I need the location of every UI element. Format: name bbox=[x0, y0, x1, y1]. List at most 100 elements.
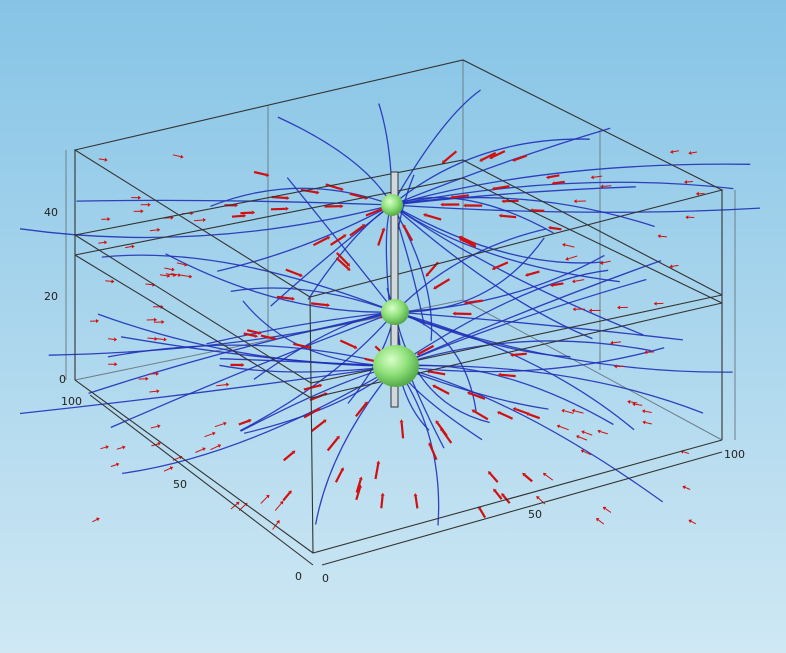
field-arrow bbox=[303, 384, 320, 391]
field-arrow-head bbox=[317, 407, 321, 412]
field-line bbox=[286, 177, 396, 313]
field-arrow-head bbox=[266, 173, 270, 177]
field-arrow bbox=[172, 456, 180, 461]
field-arrow-head bbox=[346, 262, 351, 267]
field-arrow-head bbox=[354, 345, 358, 349]
field-arrow-head bbox=[217, 444, 222, 448]
field-arrow-head bbox=[140, 209, 144, 214]
field-arrow-head bbox=[358, 476, 363, 481]
field-arrow-head bbox=[498, 213, 502, 218]
field-arrow-head bbox=[163, 337, 167, 342]
field-line bbox=[394, 237, 545, 313]
field-arrow bbox=[339, 339, 356, 349]
field-line bbox=[19, 204, 393, 239]
field-arrow-head bbox=[551, 181, 555, 186]
field-arrow-head bbox=[171, 267, 175, 272]
field-arrow-head bbox=[326, 236, 331, 240]
field-arrow bbox=[326, 437, 339, 452]
field-arrow-head bbox=[510, 353, 514, 357]
field-arrow-head bbox=[458, 237, 463, 242]
field-arrow-head bbox=[402, 224, 406, 228]
field-arrow-head bbox=[536, 496, 540, 500]
field-arrow-head bbox=[463, 203, 467, 208]
field-arrow bbox=[231, 214, 244, 218]
field-arrow-head bbox=[642, 420, 646, 425]
field-arrow-head bbox=[346, 267, 351, 271]
field-arrow bbox=[514, 154, 528, 161]
field-arrow-head bbox=[153, 317, 157, 322]
field-arrow-head bbox=[432, 384, 436, 389]
field-arrow bbox=[193, 219, 204, 222]
field-line bbox=[395, 340, 652, 367]
field-line bbox=[239, 311, 396, 432]
field-arrow bbox=[478, 508, 487, 519]
field-arrow bbox=[312, 236, 329, 247]
field-arrow bbox=[597, 519, 605, 525]
field-arrow-head bbox=[336, 435, 340, 440]
field-arrow bbox=[443, 150, 458, 163]
field-arrow bbox=[145, 283, 153, 286]
field-arrow bbox=[107, 338, 115, 340]
field-arrow-head bbox=[572, 307, 576, 312]
field-line bbox=[88, 311, 396, 395]
field-arrow bbox=[683, 451, 690, 454]
field-arrow bbox=[98, 158, 105, 161]
field-arrow-head bbox=[632, 402, 636, 407]
field-arrow bbox=[434, 385, 450, 395]
field-arrow-head bbox=[548, 225, 552, 230]
field-arrow bbox=[165, 273, 174, 276]
field-line bbox=[391, 204, 644, 336]
field-arrow-head bbox=[653, 301, 657, 306]
field-arrow bbox=[436, 422, 448, 437]
field-arrow-head bbox=[599, 261, 604, 265]
field-arrow-head bbox=[525, 412, 530, 416]
field-arrow bbox=[690, 520, 697, 525]
field-line bbox=[391, 89, 481, 206]
field-arrow-head bbox=[522, 472, 526, 477]
field-arrow bbox=[156, 338, 164, 340]
field-arrow-head bbox=[688, 519, 692, 524]
field-line bbox=[19, 365, 397, 415]
field-arrow-head bbox=[610, 340, 614, 345]
field-arrow-head bbox=[212, 431, 216, 436]
field-arrow bbox=[240, 211, 253, 215]
field-arrow-head bbox=[235, 501, 240, 506]
field-arrow bbox=[593, 175, 603, 178]
field-arrow-head bbox=[684, 180, 688, 184]
field-arrow-head bbox=[285, 206, 289, 211]
field-arrow bbox=[110, 464, 117, 467]
field-line bbox=[394, 228, 547, 313]
field-arrow-head bbox=[276, 520, 280, 524]
field-arrow bbox=[512, 352, 527, 357]
field-arrow bbox=[425, 214, 442, 221]
field-arrow-head bbox=[561, 408, 565, 413]
field-arrow-head bbox=[644, 350, 648, 355]
field-arrow bbox=[466, 299, 483, 304]
field-arrow bbox=[210, 445, 219, 451]
field-arrow-head bbox=[488, 471, 492, 475]
field-arrow bbox=[243, 332, 256, 337]
field-arrow bbox=[523, 474, 533, 483]
field-arrow bbox=[253, 170, 267, 176]
field-arrow bbox=[550, 226, 562, 231]
field-arrow-head bbox=[425, 273, 430, 277]
field-line bbox=[394, 311, 683, 341]
field-arrow-head bbox=[157, 424, 161, 429]
field-arrow-head bbox=[627, 399, 631, 404]
field-arrow-head bbox=[104, 240, 108, 245]
field-arrow-head bbox=[433, 285, 437, 290]
field-arrow bbox=[461, 236, 477, 246]
field-arrow bbox=[336, 252, 349, 266]
field-arrow bbox=[452, 194, 469, 199]
field-arrow-head bbox=[273, 336, 277, 341]
field-arrow bbox=[300, 188, 317, 194]
source-sphere bbox=[381, 194, 403, 216]
field-arrow-head bbox=[156, 389, 160, 394]
field-arrow-head bbox=[131, 244, 135, 249]
field-arrow-head bbox=[318, 383, 323, 388]
field-arrow-head bbox=[501, 199, 505, 204]
field-arrow-head bbox=[299, 273, 303, 277]
field-arrow bbox=[630, 401, 638, 404]
field-arrow bbox=[672, 150, 680, 153]
field-arrow bbox=[501, 214, 517, 219]
